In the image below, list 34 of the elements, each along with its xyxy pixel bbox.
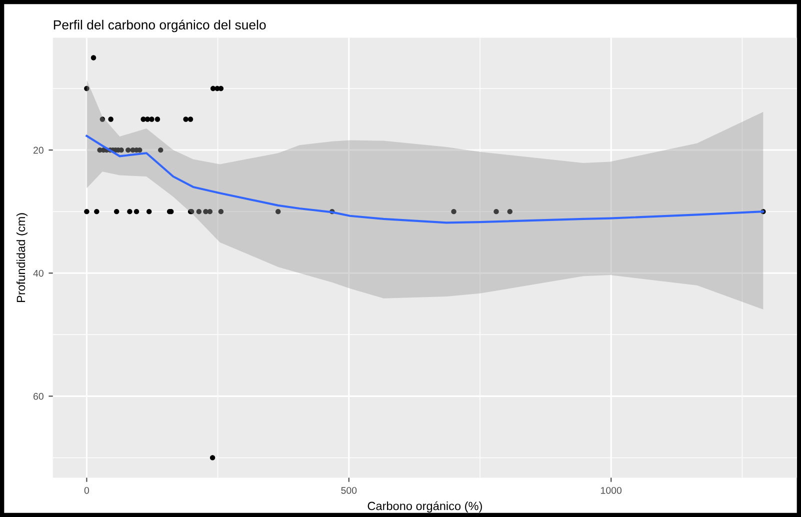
point bbox=[158, 147, 164, 153]
point bbox=[507, 208, 512, 214]
point bbox=[84, 208, 90, 214]
point bbox=[114, 208, 120, 214]
point bbox=[90, 55, 96, 60]
point bbox=[188, 116, 194, 122]
point bbox=[451, 208, 456, 214]
point bbox=[210, 455, 216, 460]
point bbox=[100, 116, 106, 122]
x-tick-label: 0 bbox=[84, 486, 90, 494]
point bbox=[207, 208, 213, 214]
point bbox=[196, 208, 202, 214]
point bbox=[127, 208, 132, 214]
point bbox=[108, 116, 114, 122]
point bbox=[149, 116, 154, 122]
point bbox=[154, 116, 160, 122]
point bbox=[494, 208, 499, 214]
y-axis-title: Profundidad (cm) bbox=[16, 213, 28, 302]
y-tick-label: 20 bbox=[34, 146, 44, 154]
point bbox=[126, 147, 131, 153]
y-tick-label: 40 bbox=[33, 270, 44, 277]
point bbox=[218, 208, 224, 214]
chart-title: Perfil del carbono orgánico del suelo bbox=[54, 20, 266, 32]
x-axis-title: Carbono orgánico (%) bbox=[368, 501, 482, 512]
point bbox=[84, 86, 90, 92]
point bbox=[276, 208, 281, 214]
x-tick-label: 1000 bbox=[601, 486, 622, 494]
x-tick-label: 500 bbox=[341, 486, 357, 494]
point bbox=[94, 208, 100, 214]
y-tick-label: 60 bbox=[34, 392, 44, 400]
point bbox=[146, 208, 152, 214]
point bbox=[183, 116, 188, 122]
point bbox=[134, 208, 140, 214]
line-series bbox=[86, 134, 764, 224]
